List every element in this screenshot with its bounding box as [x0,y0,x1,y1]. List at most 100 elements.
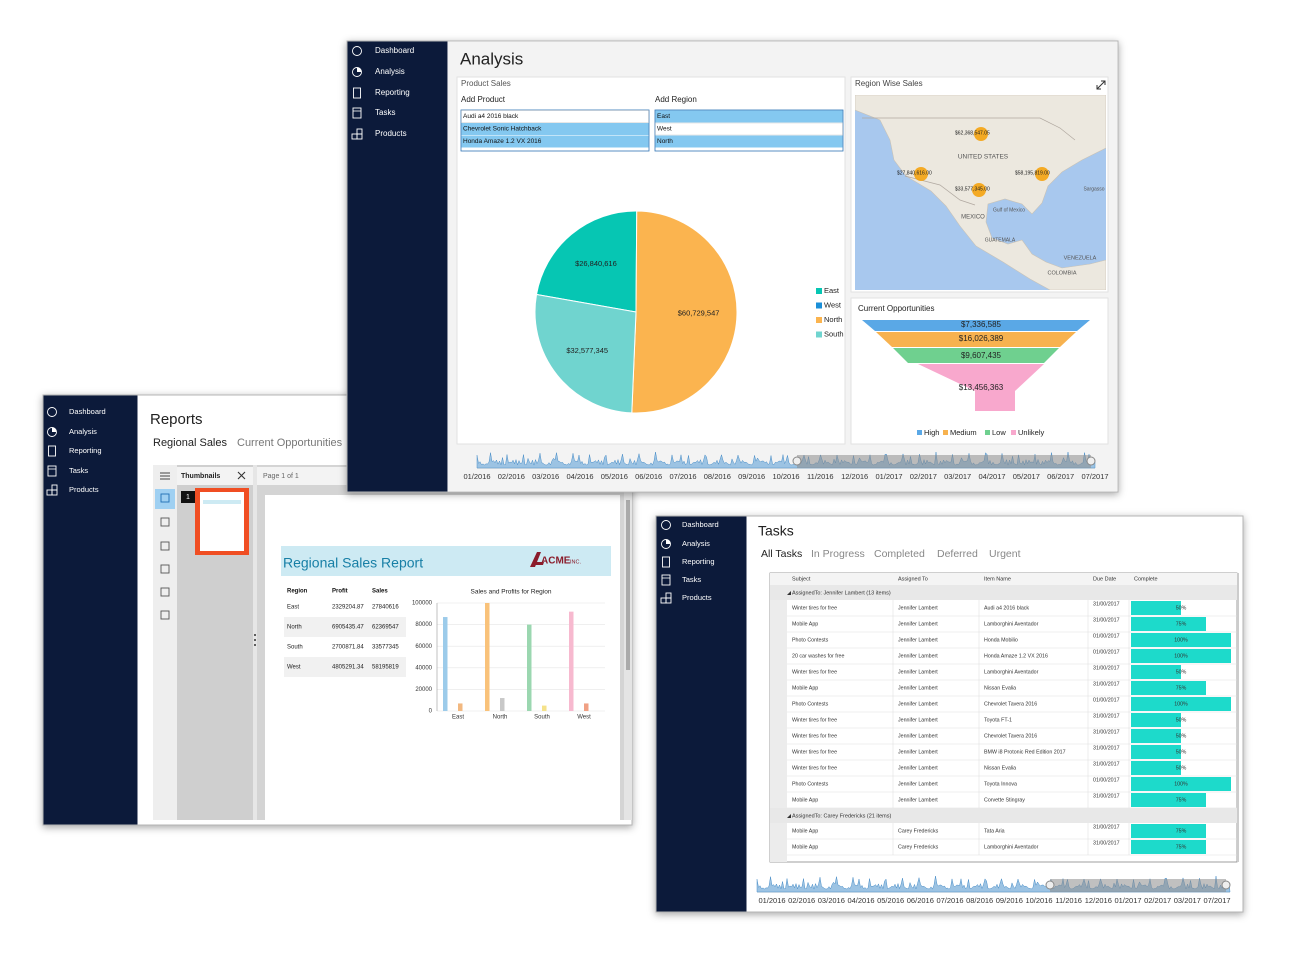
nav-item[interactable]: Tasks [69,466,88,475]
funnel-segment [918,364,1044,411]
close-icon[interactable] [237,471,246,480]
grid-header-bg [770,573,1237,585]
complete-bar [1131,697,1231,711]
toolbar-selected[interactable] [155,489,175,509]
nav-icon [661,520,671,530]
nav-item[interactable]: Analysis [69,427,97,436]
nav-item[interactable]: Reporting [375,88,410,97]
legend-swatch [917,430,922,435]
nav-item[interactable]: Analysis [682,539,710,548]
list-item-text[interactable]: West [657,126,672,133]
legend-swatch [816,288,822,294]
column-header[interactable]: Complete [1134,576,1158,582]
column-header[interactable]: Due Date [1093,576,1116,582]
tab[interactable]: In Progress [811,548,865,560]
cell: Jennifer Lambert [898,637,938,643]
timeline-label: 06/2017 [1047,472,1074,481]
nav-icon [662,556,670,568]
group-toggle[interactable] [787,814,791,818]
map-bubble[interactable] [974,127,988,141]
tab[interactable]: Completed [874,548,925,560]
timeline-label: 05/2016 [877,896,904,905]
legend-swatch [816,317,822,323]
nav-item[interactable]: Dashboard [69,407,106,416]
nav-item[interactable]: Tasks [682,575,701,584]
nav-icon [352,107,362,119]
bar [500,698,505,711]
timeline-handle[interactable] [1045,880,1055,890]
toolbar-icon[interactable] [160,587,170,597]
nav-item[interactable]: Analysis [375,67,405,76]
map-bubble[interactable] [914,167,928,181]
toolbar-icon[interactable] [160,564,170,574]
list-item-text[interactable]: Honda Amaze 1.2 VX 2016 [463,138,542,145]
map-bubble[interactable] [972,183,986,197]
list-item-text[interactable]: Audi a4 2016 black [463,113,519,120]
cell: Tata Aria [984,828,1005,834]
toolbar-icon[interactable] [160,493,170,503]
column-header[interactable]: Subject [792,576,811,582]
expand-icon[interactable] [1096,80,1106,90]
list-item-text[interactable]: East [657,113,670,120]
nav-icon [52,427,57,432]
nav-item[interactable]: Products [682,593,712,602]
nav-icon [666,539,671,544]
tab[interactable]: All Tasks [761,548,802,560]
tab[interactable]: Deferred [937,548,978,560]
funnel-segment [876,332,1076,347]
field-label: Add Product [461,95,506,104]
toolbar-icon[interactable] [160,541,170,551]
map-bubble[interactable] [1035,167,1049,181]
cell: Jennifer Lambert [898,701,938,707]
cell: Toyota FT-1 [984,717,1012,723]
cell: 01/00/2017 [1093,777,1120,783]
timeline-selection[interactable] [1050,879,1226,892]
cell: 31/00/2017 [1093,824,1120,830]
x-tick-label: East [452,715,464,721]
cell: 01/00/2017 [1093,633,1120,639]
tab[interactable]: Regional Sales [153,437,227,449]
tab[interactable]: Current Opportunities [237,437,343,449]
complete-label: 50% [1176,605,1187,611]
nav-icon [356,133,363,140]
toolbar-icon[interactable] [160,517,170,527]
toolbar-icon[interactable] [160,610,170,620]
nav-item[interactable]: Reporting [682,557,715,566]
timeline-label: 02/2016 [788,896,815,905]
cell: Photo Contests [792,637,829,643]
toolbar [153,465,177,820]
column-header[interactable]: Assigned To [898,576,928,582]
scrollbar-thumb[interactable] [626,500,630,670]
map[interactable]: UNITED STATES MEXICO Gulf of Mexico GUATEMA… [855,95,1106,290]
list-item-text[interactable]: North [657,138,673,145]
thumbnail-header-text: Thumbnails [181,473,220,480]
table-cell: 4805291.34 [332,665,364,671]
nav-item[interactable]: Tasks [375,108,395,117]
cell: Carey Fredericks [898,828,939,834]
pie-slice [631,210,738,414]
nav-item[interactable]: Dashboard [375,46,414,55]
timeline-handle[interactable] [1221,880,1231,890]
page-number-box [181,491,195,503]
pie-label: $26,840,616 [575,259,617,268]
complete-label: 100% [1174,653,1188,659]
list-item [461,110,649,123]
nav-item[interactable]: Reporting [69,446,102,455]
nav-item[interactable]: Products [375,129,407,138]
tab[interactable]: Urgent [989,548,1021,560]
nav-item[interactable]: Dashboard [682,520,719,529]
list-item-text[interactable]: Chevrolet Sonic Hatchback [463,126,542,133]
funnel-segment [893,348,1059,363]
timeline-handle[interactable] [792,456,802,466]
timeline-handle[interactable] [1086,456,1096,466]
timeline-label: 03/2016 [818,896,845,905]
group-toggle[interactable] [787,591,791,595]
funnel-label: $7,336,585 [961,320,1002,329]
cell: Lamborghini Aventador [984,621,1039,627]
cell: Winter tires for free [792,717,837,723]
timeline-selection[interactable] [797,455,1091,468]
column-header[interactable]: Item Name [984,576,1011,582]
complete-bar [1131,713,1181,727]
y-tick-label: 60000 [415,644,432,650]
nav-item[interactable]: Products [69,485,99,494]
